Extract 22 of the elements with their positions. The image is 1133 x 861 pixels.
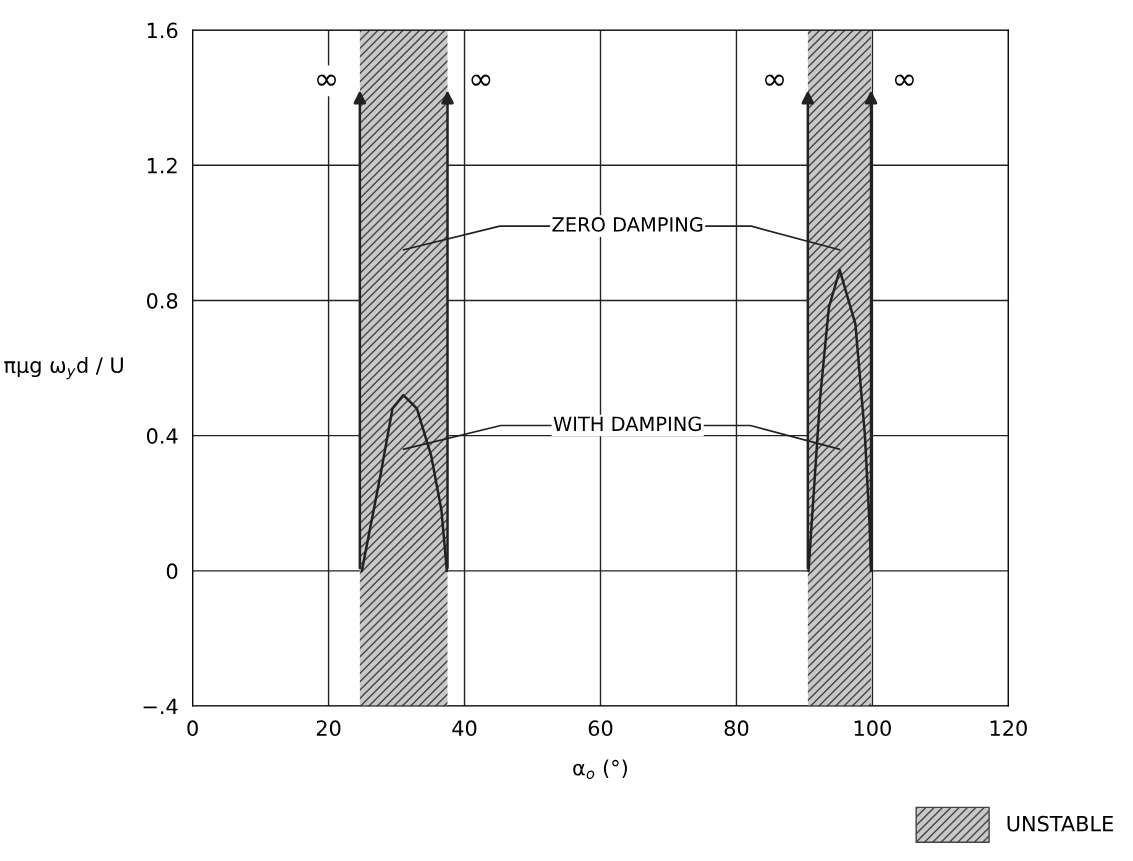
- y-tick-label: 0.4: [146, 428, 178, 444]
- y-tick-label: −.4: [143, 698, 178, 714]
- x-tick-label: 80: [724, 720, 749, 737]
- y-tick-label: 0: [166, 563, 178, 580]
- x-tick-label: 60: [588, 720, 613, 737]
- y-axis-title: πμg ω$_{y}$d / U: [4, 356, 123, 380]
- x-tick-label: 0: [187, 720, 198, 737]
- y-tick-label: 1.6: [147, 22, 178, 39]
- x-tick-label: 120: [990, 720, 1027, 737]
- legend-label: UNSTABLE: [1007, 815, 1113, 832]
- annotation: ∞: [894, 74, 914, 86]
- y-tick-label: 1.2: [147, 157, 177, 174]
- x-axis-title: α$_{o}$ (°): [573, 759, 627, 779]
- annotation: ∞: [765, 74, 784, 86]
- x-tick-label: 20: [316, 720, 341, 737]
- annotation: ZERO DAMPING: [552, 217, 703, 232]
- annotation: ∞: [471, 74, 491, 86]
- x-tick-label: 100: [854, 720, 891, 737]
- annotation: ∞: [317, 74, 336, 86]
- y-tick-label: 0.8: [146, 292, 178, 309]
- annotation: WITH DAMPING: [553, 416, 701, 432]
- x-tick-label: 40: [452, 720, 477, 737]
